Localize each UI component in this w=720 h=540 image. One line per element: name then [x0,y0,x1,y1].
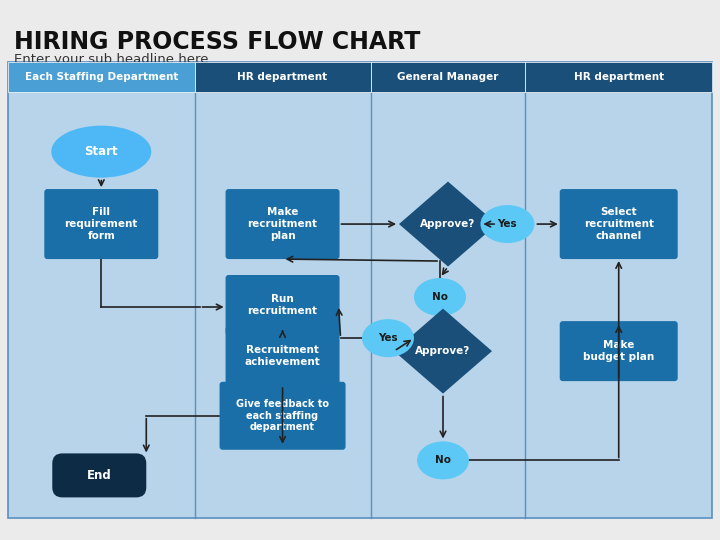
Text: HR department: HR department [574,72,664,82]
Text: Enter your sub headline here: Enter your sub headline here [14,53,209,66]
Bar [371,62,526,92]
Text: Make
recruitment
plan: Make recruitment plan [248,207,318,241]
FancyBboxPatch shape [53,454,146,497]
Ellipse shape [51,126,151,178]
Text: Start: Start [84,145,118,158]
Bar [526,62,712,92]
Ellipse shape [362,319,414,357]
Polygon shape [394,309,492,394]
Text: End: End [87,469,112,482]
Text: Each Staffing Department: Each Staffing Department [24,72,178,82]
Text: Approve?: Approve? [415,346,471,356]
Bar [8,62,194,92]
Ellipse shape [480,205,534,243]
Text: Run
recruitment: Run recruitment [248,294,318,316]
Ellipse shape [414,278,466,316]
Text: Make
budget plan: Make budget plan [583,340,654,362]
Text: Give feedback to
each staffing
department: Give feedback to each staffing departmen… [236,399,329,433]
FancyBboxPatch shape [559,189,678,259]
Text: No: No [435,455,451,465]
Text: Fill
requirement
form: Fill requirement form [65,207,138,241]
FancyBboxPatch shape [225,189,340,259]
Text: Select
recruitment
channel: Select recruitment channel [584,207,654,241]
Text: General Manager: General Manager [397,72,499,82]
Text: No: No [432,292,448,302]
Text: Approve?: Approve? [420,219,476,229]
Bar [194,62,371,92]
FancyBboxPatch shape [225,275,340,335]
Ellipse shape [417,441,469,480]
Text: Yes: Yes [378,333,398,343]
Bar [8,62,712,518]
Text: Recruitment
achievement: Recruitment achievement [245,345,320,367]
Text: Yes: Yes [498,219,517,229]
FancyBboxPatch shape [559,321,678,381]
FancyBboxPatch shape [225,326,340,386]
Text: HR department: HR department [238,72,328,82]
Polygon shape [399,181,497,267]
Text: HIRING PROCESS FLOW CHART: HIRING PROCESS FLOW CHART [14,30,420,54]
FancyBboxPatch shape [220,382,346,450]
FancyBboxPatch shape [45,189,158,259]
